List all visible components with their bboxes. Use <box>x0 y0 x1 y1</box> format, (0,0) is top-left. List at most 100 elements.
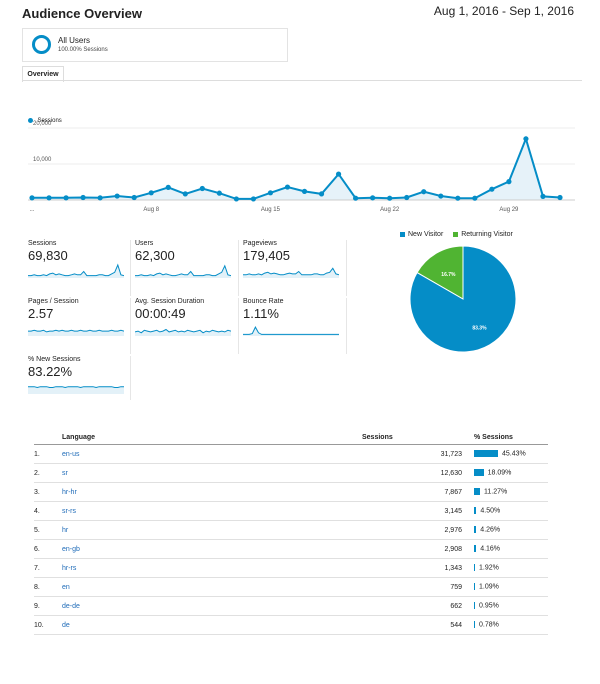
row-rank: 6. <box>34 539 62 559</box>
segment-subtitle: 100.00% Sessions <box>58 47 108 53</box>
data-point[interactable] <box>233 196 239 202</box>
pct-bar <box>474 621 475 629</box>
pct-bar <box>474 583 475 591</box>
data-point[interactable] <box>523 136 529 142</box>
metric-label: Pageviews <box>243 240 277 247</box>
sessions-legend-dot-icon <box>28 118 33 124</box>
metric-sessions[interactable]: Sessions 69,830 <box>28 240 128 284</box>
data-point[interactable] <box>404 194 410 201</box>
row-pct: 0.78% <box>479 621 499 629</box>
data-point[interactable] <box>29 195 35 201</box>
metric-divider <box>346 240 347 296</box>
language-link[interactable]: de-de <box>62 602 80 610</box>
metric-avg-session-duration[interactable]: Avg. Session Duration 00:00:49 <box>134 298 235 342</box>
metric-sparkline <box>28 386 124 394</box>
data-point[interactable] <box>438 193 444 199</box>
x-tick-label: Aug 22 <box>380 207 400 213</box>
line-chart-legend[interactable]: Sessions <box>28 112 62 130</box>
col-pct-sessions[interactable]: % Sessions <box>468 430 548 445</box>
pie-slice-label: 16.7% <box>441 272 456 278</box>
x-tick-label: ... <box>29 207 34 213</box>
data-point[interactable] <box>472 195 478 201</box>
metric-bounce-rate[interactable]: Bounce Rate 1.11% <box>243 298 343 342</box>
data-point[interactable] <box>267 190 274 196</box>
metric-divider <box>238 298 239 354</box>
data-point[interactable] <box>216 190 222 196</box>
language-link[interactable]: hr-hr <box>62 488 77 496</box>
new-visitor-swatch-icon <box>400 231 405 237</box>
language-link[interactable]: sr <box>62 469 68 477</box>
metric-value: 1.11% <box>243 306 279 321</box>
data-point[interactable] <box>63 195 69 201</box>
data-point[interactable] <box>421 189 427 195</box>
data-point[interactable] <box>199 185 205 192</box>
row-rank: 4. <box>34 501 62 521</box>
pie-legend: New Visitor Returning Visitor <box>400 231 513 238</box>
metric-value: 00:00:49 <box>135 306 186 321</box>
row-rank: 3. <box>34 482 62 502</box>
metric-divider <box>130 298 131 354</box>
metric-value: 83.22% <box>28 364 73 379</box>
table-row: 10. de 544 0.78% <box>34 615 548 635</box>
returning-visitor-swatch-icon <box>453 231 459 237</box>
date-range-picker[interactable]: Aug 1, 2016 - Sep 1, 2016 <box>433 4 574 18</box>
data-point[interactable] <box>114 193 120 199</box>
language-link[interactable]: hr <box>62 526 69 534</box>
metric-users[interactable]: Users 62,300 <box>135 240 235 284</box>
data-point[interactable] <box>97 195 103 201</box>
row-rank: 7. <box>34 558 62 578</box>
data-point[interactable] <box>455 195 461 201</box>
data-point[interactable] <box>284 184 291 190</box>
pie-slice-new-visitor[interactable] <box>409 245 517 353</box>
data-point[interactable] <box>131 194 137 201</box>
data-point[interactable] <box>80 194 86 201</box>
language-link[interactable]: en <box>62 583 70 591</box>
tab-overview[interactable]: Overview <box>22 66 64 82</box>
metric-label: Pages / Session <box>28 298 79 305</box>
metric-sparkline <box>135 264 232 278</box>
pct-bar <box>474 450 498 458</box>
data-point[interactable] <box>318 191 325 197</box>
data-point[interactable] <box>353 195 359 201</box>
data-point[interactable] <box>387 195 393 201</box>
metric-value: 69,830 <box>28 248 68 263</box>
visitor-pie-chart[interactable]: 16.7% 83.3% <box>405 245 525 355</box>
language-link[interactable]: en-us <box>62 450 80 458</box>
data-point[interactable] <box>506 179 512 185</box>
metric-pages-per-session[interactable]: Pages / Session 2.57 <box>28 298 128 342</box>
language-link[interactable]: sr-rs <box>62 507 76 515</box>
data-point[interactable] <box>165 184 171 190</box>
col-sessions[interactable]: Sessions <box>362 430 468 445</box>
pct-bar <box>474 602 475 610</box>
data-point[interactable] <box>301 188 308 194</box>
row-sessions: 12,630 <box>362 463 468 483</box>
row-sessions: 2,908 <box>362 539 468 559</box>
segment-card[interactable]: All Users 100.00% Sessions <box>22 28 288 62</box>
language-link[interactable]: hr-rs <box>62 564 77 572</box>
pie-slice-returning-visitor[interactable] <box>416 245 464 300</box>
language-link[interactable]: de <box>62 621 70 629</box>
metric-pageviews[interactable]: Pageviews 179,405 <box>243 240 343 284</box>
col-language[interactable]: Language <box>62 430 362 445</box>
data-point[interactable] <box>46 195 52 201</box>
data-point[interactable] <box>540 193 546 199</box>
language-link[interactable]: en-gb <box>62 545 80 553</box>
data-point[interactable] <box>182 191 188 197</box>
pie-legend-returning: Returning Visitor <box>461 231 513 238</box>
pct-bar <box>474 564 475 572</box>
data-point[interactable] <box>557 194 563 201</box>
row-sessions: 544 <box>362 615 468 635</box>
metric-divider <box>346 298 347 354</box>
data-point[interactable] <box>335 171 342 177</box>
data-point[interactable] <box>370 195 376 201</box>
row-sessions: 1,343 <box>362 558 468 578</box>
table-row: 6. en-gb 2,908 4.16% <box>34 539 548 559</box>
row-rank: 9. <box>34 596 62 616</box>
data-point[interactable] <box>148 190 154 196</box>
metric-label: Bounce Rate <box>243 298 284 305</box>
data-point[interactable] <box>250 196 257 202</box>
data-point[interactable] <box>489 186 495 192</box>
row-sessions: 2,976 <box>362 520 468 540</box>
sessions-line-chart[interactable]: 20,000 10,000... Aug 8 Aug 15 Aug 22 Aug 29 <box>0 120 600 220</box>
metric-pct-new-sessions[interactable]: % New Sessions 83.22% <box>28 356 128 400</box>
